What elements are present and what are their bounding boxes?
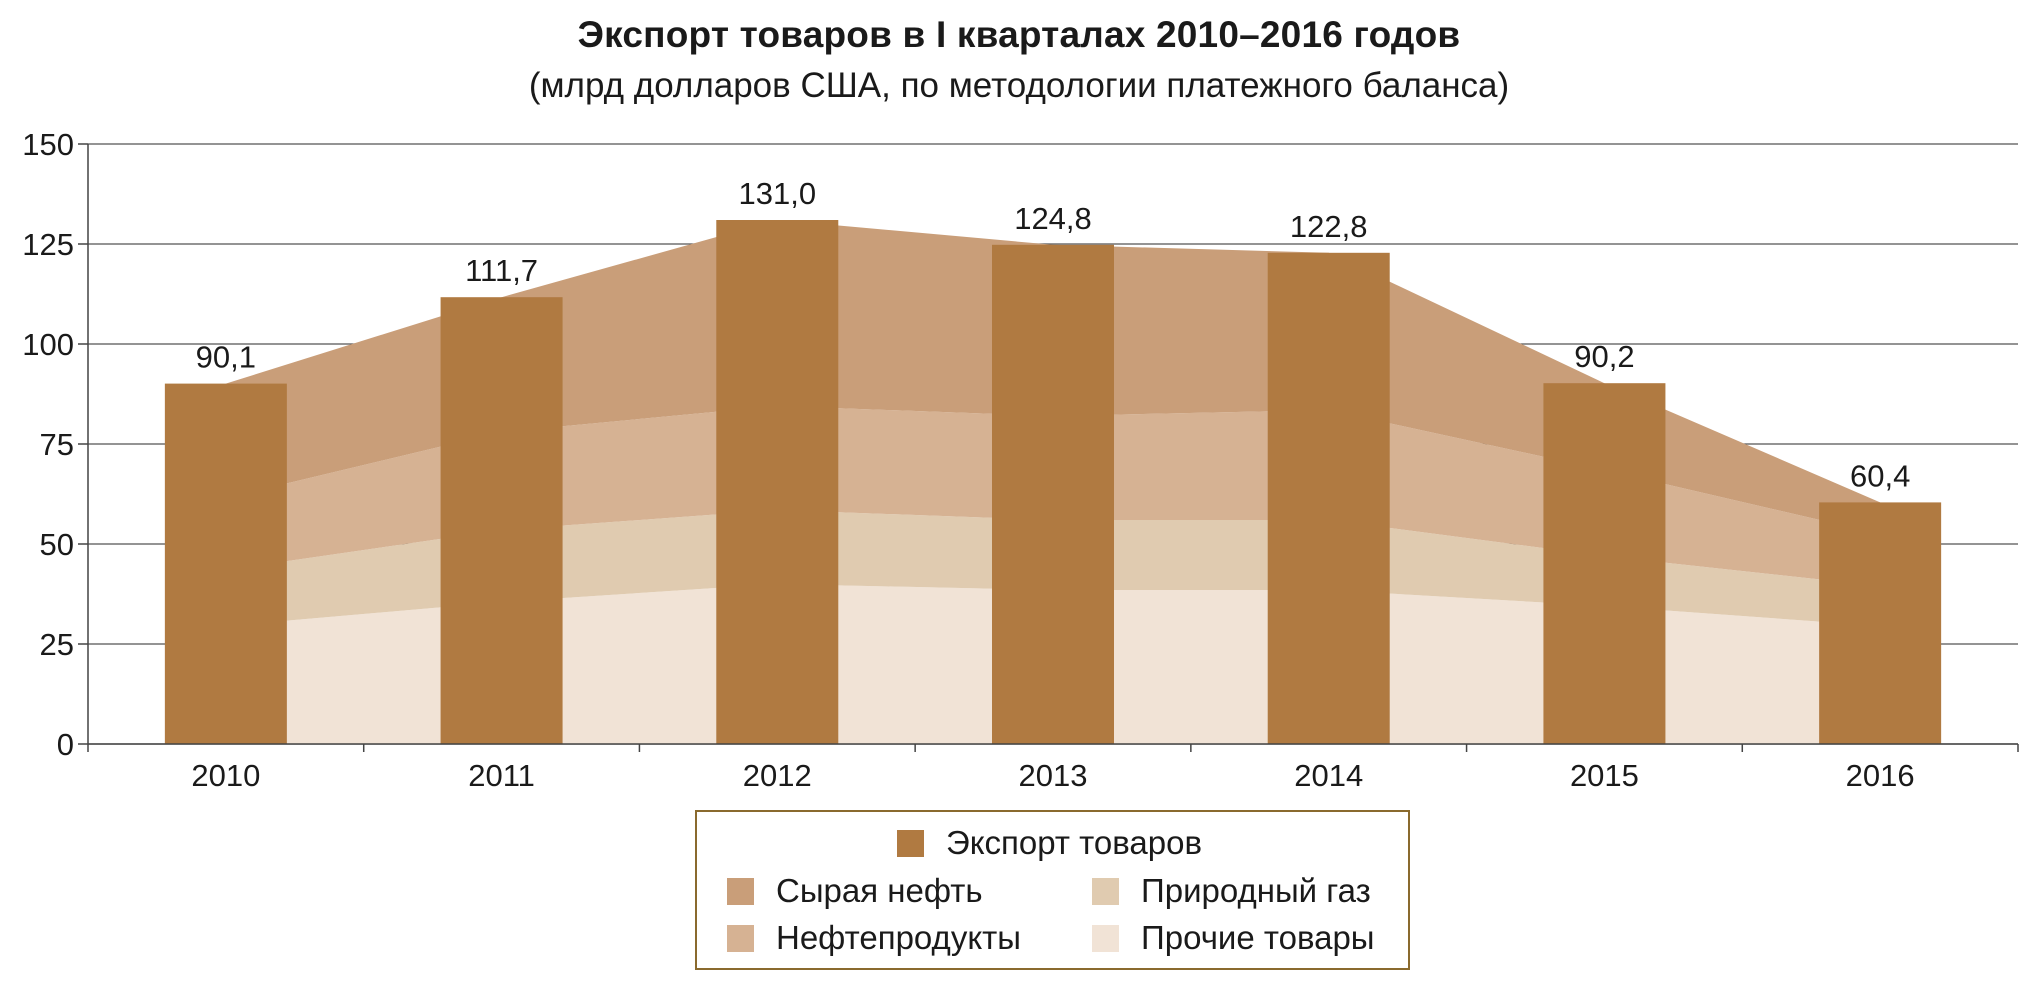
y-tick-label: 125 [22,227,74,262]
y-tick-label: 150 [22,127,74,162]
x-tick-label: 2010 [191,758,260,793]
x-tick-label: 2015 [1570,758,1639,793]
legend-label-other-goods: Прочие товары [1141,919,1375,956]
legend-label-natural-gas: Природный газ [1141,872,1371,909]
bar-2013 [992,244,1114,745]
bar-2011 [440,297,563,744]
bar-2014 [1267,252,1390,745]
bar-value-label: 111,7 [465,253,538,288]
chart-plot: 0 25 50 75 100 125 150 90,1 111,7 131,0 124,8 122,8… [22,127,2019,793]
legend-label-crude-oil: Сырая нефть [776,872,983,909]
bar-value-label: 122,8 [1290,209,1368,244]
legend-swatch-oil-products [727,924,754,952]
legend-swatch-other-goods [1092,924,1119,952]
legend-label-bar: Экспорт товаров [946,824,1203,861]
legend: Экспорт товаров Сырая нефть Природный га… [695,810,1410,970]
y-tick-label: 100 [22,327,74,362]
legend-item-bar: Экспорт товаров [897,824,1202,862]
legend-swatch-crude-oil [727,877,754,905]
bar-2015 [1543,383,1666,744]
bar-value-label: 90,2 [1574,339,1634,374]
legend-swatch-natural-gas [1092,877,1119,905]
legend-item-other-goods: Прочие товары [1092,919,1375,957]
y-tick-label: 75 [40,427,74,462]
legend-item-crude-oil: Сырая нефть [727,872,983,910]
x-tick-label: 2011 [468,758,535,793]
bar-2012 [716,220,839,744]
chart-title: Экспорт товаров в I кварталах 2010–2016 … [577,14,1461,55]
bars [164,220,1942,745]
legend-label-oil-products: Нефтепродукты [776,919,1021,956]
bar-value-label: 124,8 [1014,201,1092,236]
x-tick-label: 2016 [1846,758,1915,793]
y-tick-label: 25 [40,627,74,662]
axes [78,143,2019,752]
legend-swatch-bar [897,829,924,857]
labels: 0 25 50 75 100 125 150 90,1 111,7 131,0 124,8 122,8… [22,127,1914,793]
bar-value-label: 90,1 [196,340,256,375]
bar-2010 [164,383,287,744]
legend-item-oil-products: Нефтепродукты [727,919,1021,957]
x-tick-label: 2013 [1019,758,1088,793]
chart-subtitle: (млрд долларов США, по методологии плате… [528,66,1510,105]
bar-value-label: 131,0 [738,176,816,211]
y-tick-label: 0 [57,727,74,762]
bar-value-label: 60,4 [1850,458,1910,493]
x-tick-label: 2012 [743,758,812,793]
legend-item-natural-gas: Природный газ [1092,872,1371,910]
bar-2016 [1819,502,1942,744]
x-tick-label: 2014 [1294,758,1363,793]
y-tick-label: 50 [40,527,74,562]
